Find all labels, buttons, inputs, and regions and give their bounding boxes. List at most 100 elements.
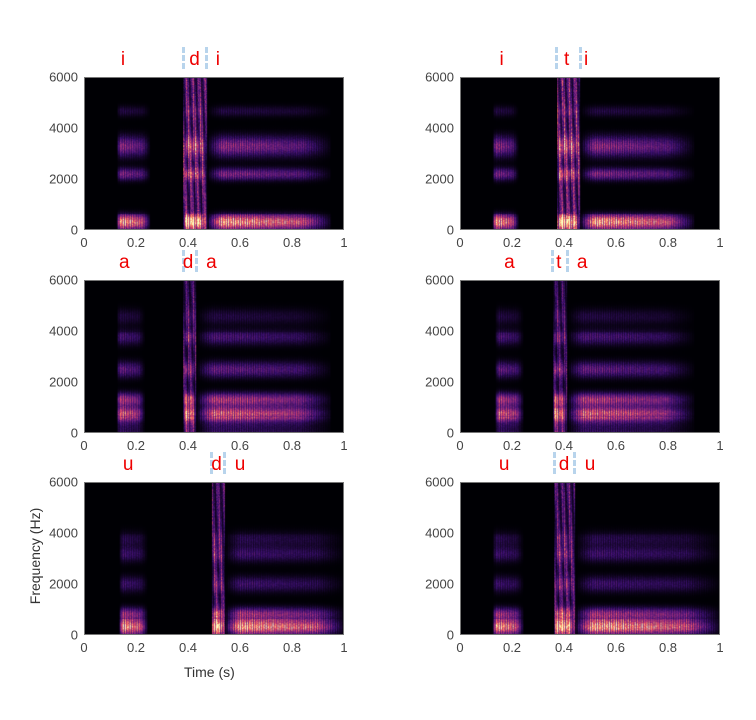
y-tick-label: 6000 xyxy=(49,272,78,288)
phoneme-label: a xyxy=(206,252,217,273)
segment-boundary-marker xyxy=(181,250,185,272)
y-tick-label: 0 xyxy=(70,222,78,238)
y-tick-label: 6000 xyxy=(425,272,454,288)
x-tick-label: 0.2 xyxy=(502,235,522,250)
x-tick-label: 0.4 xyxy=(178,640,198,655)
spectrogram-panel-idi: 0 0.2 0.4 0.6 0.8 1 0 2000 4000 6000 i d i xyxy=(49,47,348,250)
phoneme-label: u xyxy=(122,454,134,475)
phoneme-label: d xyxy=(211,454,222,475)
phoneme-label: a xyxy=(576,252,588,273)
x-tick-label: 0.2 xyxy=(126,640,146,655)
x-tick-label: 1 xyxy=(340,640,348,655)
x-tick-label: 0.6 xyxy=(606,438,626,453)
x-tick-label: 0 xyxy=(80,235,88,250)
phoneme-label: a xyxy=(119,252,130,273)
x-tick-label: 1 xyxy=(340,438,348,453)
phoneme-label: i xyxy=(215,49,221,70)
phoneme-label: d xyxy=(558,454,570,475)
phoneme-label: a xyxy=(504,252,515,273)
x-tick-label: 0.2 xyxy=(126,438,146,453)
x-tick-label: 1 xyxy=(716,438,724,453)
y-tick-label: 2000 xyxy=(49,374,78,390)
y-tick-label: 2000 xyxy=(425,171,454,187)
x-tick-label: 0.6 xyxy=(230,235,250,250)
x-tick-label: 1 xyxy=(716,640,724,655)
phoneme-label: u xyxy=(234,454,246,475)
phoneme-label: i xyxy=(499,49,504,70)
y-tick-label: 2000 xyxy=(49,171,78,187)
phoneme-label: i xyxy=(120,49,126,70)
phoneme-label: t xyxy=(563,49,570,70)
segment-boundary-marker xyxy=(194,250,198,272)
spectrogram-panel-udu-2: 0 0.2 0.4 0.6 0.8 1 0 2000 4000 6000 u d u xyxy=(425,452,724,655)
x-tick-label: 1 xyxy=(716,235,724,250)
spectrogram-image xyxy=(84,482,344,635)
y-tick-label: 4000 xyxy=(425,120,454,136)
y-tick-label: 4000 xyxy=(49,525,78,541)
y-tick-label: 2000 xyxy=(49,576,78,592)
segment-boundary-marker xyxy=(210,452,214,474)
segment-boundary-marker xyxy=(565,250,569,272)
spectrogram-image xyxy=(460,280,720,433)
x-tick-label: 0.6 xyxy=(230,640,250,655)
spectrogram-image xyxy=(84,280,344,433)
y-tick-label: 0 xyxy=(70,425,78,441)
y-tick-label: 6000 xyxy=(49,69,78,85)
y-tick-label: 4000 xyxy=(49,323,78,339)
phoneme-label: d xyxy=(189,49,200,70)
x-tick-label: 0.4 xyxy=(554,640,574,655)
x-tick-label: 0 xyxy=(80,640,88,655)
phoneme-label: u xyxy=(584,454,596,475)
phoneme-label: i xyxy=(583,49,589,70)
y-tick-label: 6000 xyxy=(49,474,78,490)
x-tick-label: 0.6 xyxy=(230,438,250,453)
segment-boundary-marker xyxy=(578,47,582,69)
x-tick-label: 0.4 xyxy=(178,235,198,250)
segment-boundary-marker xyxy=(205,47,209,69)
x-tick-label: 0 xyxy=(456,640,464,655)
x-tick-label: 0.8 xyxy=(282,438,302,453)
segment-boundary-marker xyxy=(555,47,559,69)
phoneme-label: d xyxy=(182,252,194,273)
x-tick-label: 0 xyxy=(456,438,464,453)
spectrogram-image xyxy=(84,77,344,230)
x-tick-label: 0.8 xyxy=(658,438,678,453)
phoneme-label: t xyxy=(556,252,562,273)
x-axis-label: Time (s) xyxy=(184,664,235,680)
segment-boundary-marker xyxy=(223,452,227,474)
x-tick-label: 1 xyxy=(340,235,348,250)
x-tick-label: 0.4 xyxy=(554,235,574,250)
segment-boundary-marker xyxy=(573,452,577,474)
x-tick-label: 0.2 xyxy=(126,235,146,250)
spectrogram-panel-iti: 0 0.2 0.4 0.6 0.8 1 0 2000 4000 6000 i t i xyxy=(425,47,724,250)
y-tick-label: 0 xyxy=(446,222,454,238)
x-tick-label: 0 xyxy=(80,438,88,453)
y-tick-label: 2000 xyxy=(425,374,454,390)
spectrogram-panel-ada: 0 0.2 0.4 0.6 0.8 1 0 2000 4000 6000 a d a xyxy=(49,250,348,453)
y-axis-label: Frequency (Hz) xyxy=(27,507,43,605)
y-tick-label: 2000 xyxy=(425,576,454,592)
x-tick-label: 0.4 xyxy=(554,438,574,453)
x-tick-label: 0.8 xyxy=(282,640,302,655)
x-tick-label: 0.6 xyxy=(606,640,626,655)
y-tick-label: 0 xyxy=(70,627,78,643)
y-tick-label: 4000 xyxy=(49,120,78,136)
x-tick-label: 0 xyxy=(456,235,464,250)
spectrogram-panel-udu: 0 0.2 0.4 0.6 0.8 1 0 2000 4000 6000 u d u xyxy=(49,452,348,655)
spectrogram-image xyxy=(460,482,720,635)
segment-boundary-marker xyxy=(552,452,556,474)
x-tick-label: 0.2 xyxy=(502,640,522,655)
y-tick-label: 0 xyxy=(446,627,454,643)
spectrogram-panel-ata: 0 0.2 0.4 0.6 0.8 1 0 2000 4000 6000 a t a xyxy=(425,250,724,453)
x-tick-label: 0.8 xyxy=(658,235,678,250)
y-tick-label: 4000 xyxy=(425,525,454,541)
segment-boundary-marker xyxy=(551,250,555,272)
x-tick-label: 0.8 xyxy=(658,640,678,655)
y-tick-label: 6000 xyxy=(425,474,454,490)
x-tick-label: 0.6 xyxy=(606,235,626,250)
x-tick-label: 0.2 xyxy=(502,438,522,453)
y-tick-label: 6000 xyxy=(425,69,454,85)
segment-boundary-marker xyxy=(181,47,185,69)
y-tick-label: 0 xyxy=(446,425,454,441)
x-tick-label: 0.4 xyxy=(178,438,198,453)
